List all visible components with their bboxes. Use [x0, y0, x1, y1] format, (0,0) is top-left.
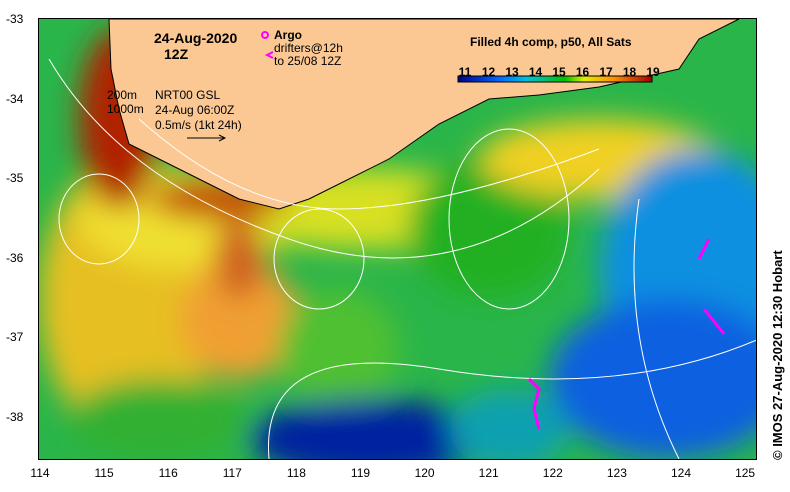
colorbar-tick: 12: [481, 65, 496, 79]
lat-tick: -34: [6, 91, 24, 106]
scale-arrow: [187, 134, 227, 142]
lon-tick: 120: [414, 466, 435, 480]
lon-tick: 123: [606, 466, 627, 480]
colorbar-tick: 16: [575, 65, 590, 79]
colorbar-tick: 11: [458, 65, 472, 79]
lat-tick: -37: [6, 330, 24, 345]
drifters-label: drifters@12h: [274, 41, 343, 55]
lon-tick: 125: [735, 466, 756, 480]
credit: © IMOS 27-Aug-2020 12:30 Hobart: [770, 250, 785, 460]
lat-tick: -33: [6, 12, 24, 26]
lat-tick: -35: [6, 171, 24, 186]
sst-field: [39, 19, 756, 459]
drifter-icon: [264, 51, 274, 59]
lon-tick: 118: [286, 466, 306, 480]
drifters-period: to 25/08 12Z: [274, 54, 342, 68]
colorbar-tick: 15: [552, 65, 566, 79]
lon-tick: 115: [94, 466, 114, 480]
lon-tick: 121: [478, 466, 499, 480]
lon-tick: 122: [542, 466, 563, 480]
currents-scale: 0.5m/s (1kt 24h): [155, 118, 242, 132]
map-time: 12Z: [164, 46, 189, 62]
lat-tick: -36: [6, 250, 24, 265]
lon-tick: 114: [30, 466, 50, 480]
land-mass: [108, 19, 740, 210]
colorbar-title: Filled 4h comp, p50, All Sats: [470, 35, 632, 49]
lat-tick: -38: [6, 410, 24, 424]
map-date: 24-Aug-2020: [154, 30, 238, 46]
isobath-200: 200m: [107, 88, 138, 102]
colorbar-tick: 17: [599, 65, 613, 79]
colorbar: [457, 75, 653, 83]
colorbar-tick: 14: [528, 65, 543, 79]
colorbar-tick: 13: [505, 65, 519, 79]
sst-map: 24-Aug-2020 12Z Argo drifters@12h to 25/…: [38, 18, 757, 460]
isobath-1000: 1000m: [107, 102, 144, 116]
colorbar-tick: 18: [622, 65, 637, 79]
lon-tick: 124: [670, 466, 692, 480]
lon-tick: 119: [350, 466, 371, 480]
argo-icon: [261, 31, 269, 39]
currents-source: NRT00 GSL: [155, 88, 221, 102]
argo-label: Argo: [274, 28, 302, 42]
lon-tick: 117: [222, 466, 242, 480]
colorbar-tick: 19: [646, 65, 660, 79]
lon-tick: 116: [158, 466, 178, 480]
currents-time: 24-Aug 06:00Z: [155, 103, 235, 117]
